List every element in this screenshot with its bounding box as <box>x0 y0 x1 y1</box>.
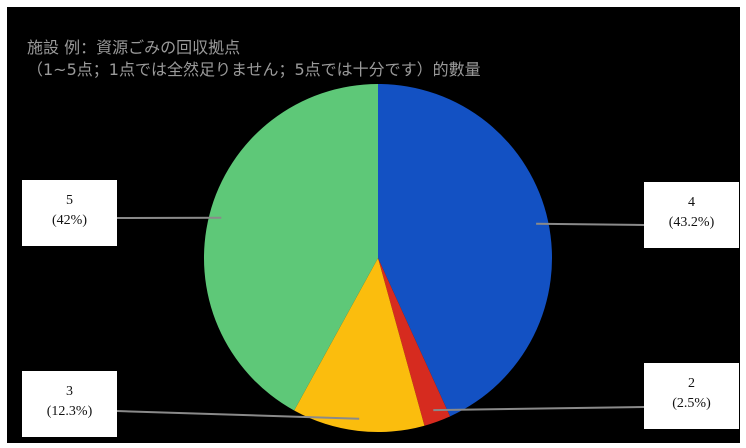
pie-slices <box>203 84 553 433</box>
data-label-category: 4 <box>688 195 695 210</box>
leader-line-2 <box>433 406 645 412</box>
chart-title-line-1: 施設 例：資源ごみの回収拠点 <box>27 38 241 57</box>
leader-line-3 <box>116 410 360 420</box>
data-label-percent: (42%) <box>52 213 87 228</box>
data-label-3: 3 (12.3%) <box>22 371 117 437</box>
pie-slice-5 <box>203 84 378 411</box>
data-label-percent: (43.2%) <box>668 215 715 230</box>
data-label-2: 2 (2.5%) <box>644 363 739 429</box>
data-label-percent: (12.3%) <box>46 404 93 419</box>
data-label-category: 5 <box>66 193 73 208</box>
data-label-5: 5 (42%) <box>22 180 117 246</box>
leader-line-4 <box>536 222 645 226</box>
data-label-4: 4 (43.2%) <box>644 182 739 248</box>
pie-slice-3 <box>294 258 425 433</box>
chart-title-line-2: （1~5点；1点では全然足りません；5点では十分です）的數量 <box>27 60 481 79</box>
data-label-category: 3 <box>66 384 73 399</box>
pie-slice-2 <box>378 258 451 426</box>
data-label-percent: (2.5%) <box>672 396 711 411</box>
data-label-category: 2 <box>688 376 695 391</box>
leader-lines <box>116 216 645 420</box>
pie-slice-4 <box>378 84 553 417</box>
